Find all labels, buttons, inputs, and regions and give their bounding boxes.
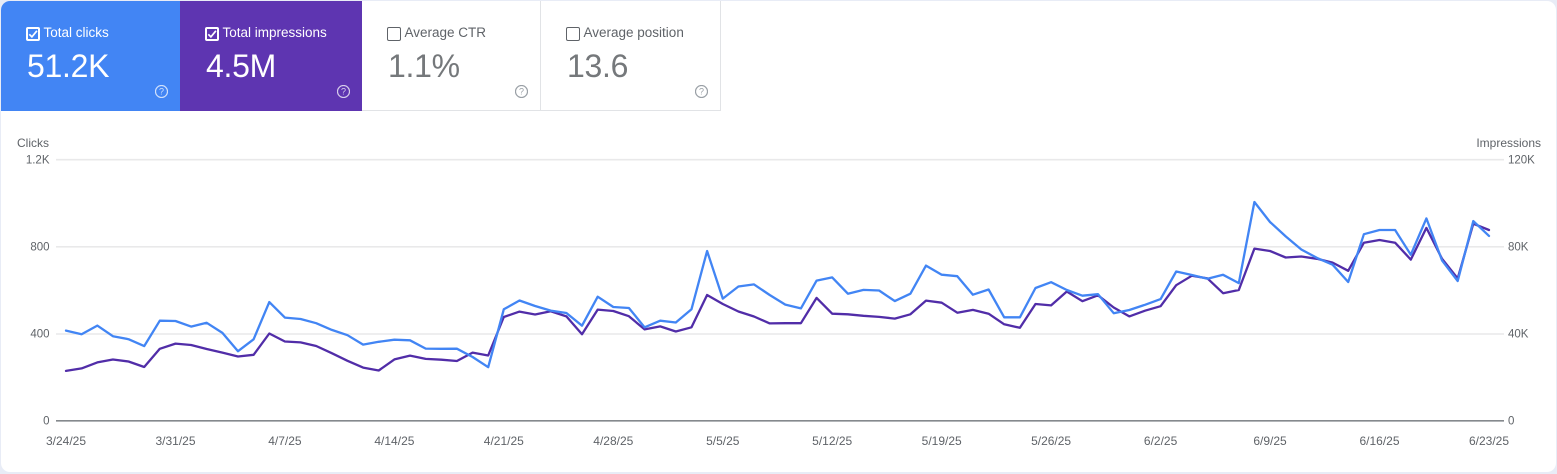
svg-text:4/28/25: 4/28/25 xyxy=(593,434,633,448)
svg-text:4/7/25: 4/7/25 xyxy=(268,434,302,448)
svg-text:80K: 80K xyxy=(1508,241,1529,253)
svg-text:?: ? xyxy=(518,86,523,96)
svg-text:5/5/25: 5/5/25 xyxy=(706,434,740,448)
svg-text:6/2/25: 6/2/25 xyxy=(1144,434,1178,448)
svg-text:5/12/25: 5/12/25 xyxy=(812,434,852,448)
svg-text:6/16/25: 6/16/25 xyxy=(1359,434,1399,448)
svg-text:400: 400 xyxy=(30,329,49,341)
svg-text:0: 0 xyxy=(43,415,49,427)
svg-text:800: 800 xyxy=(30,241,49,253)
svg-text:5/26/25: 5/26/25 xyxy=(1031,434,1071,448)
svg-text:Clicks: Clicks xyxy=(17,136,49,150)
svg-text:6/9/25: 6/9/25 xyxy=(1253,434,1287,448)
svg-text:1.2K: 1.2K xyxy=(26,154,50,166)
svg-text:5/19/25: 5/19/25 xyxy=(922,434,962,448)
svg-text:?: ? xyxy=(340,86,345,96)
svg-text:6/23/25: 6/23/25 xyxy=(1469,434,1509,448)
svg-text:0: 0 xyxy=(1508,415,1514,427)
svg-text:?: ? xyxy=(698,86,703,96)
svg-text:40K: 40K xyxy=(1508,329,1529,341)
svg-text:?: ? xyxy=(158,86,163,96)
svg-text:3/31/25: 3/31/25 xyxy=(155,434,195,448)
svg-text:3/24/25: 3/24/25 xyxy=(46,434,86,448)
svg-text:4/21/25: 4/21/25 xyxy=(484,434,524,448)
svg-text:Impressions: Impressions xyxy=(1476,136,1541,150)
svg-text:120K: 120K xyxy=(1508,154,1535,166)
svg-text:4/14/25: 4/14/25 xyxy=(374,434,414,448)
